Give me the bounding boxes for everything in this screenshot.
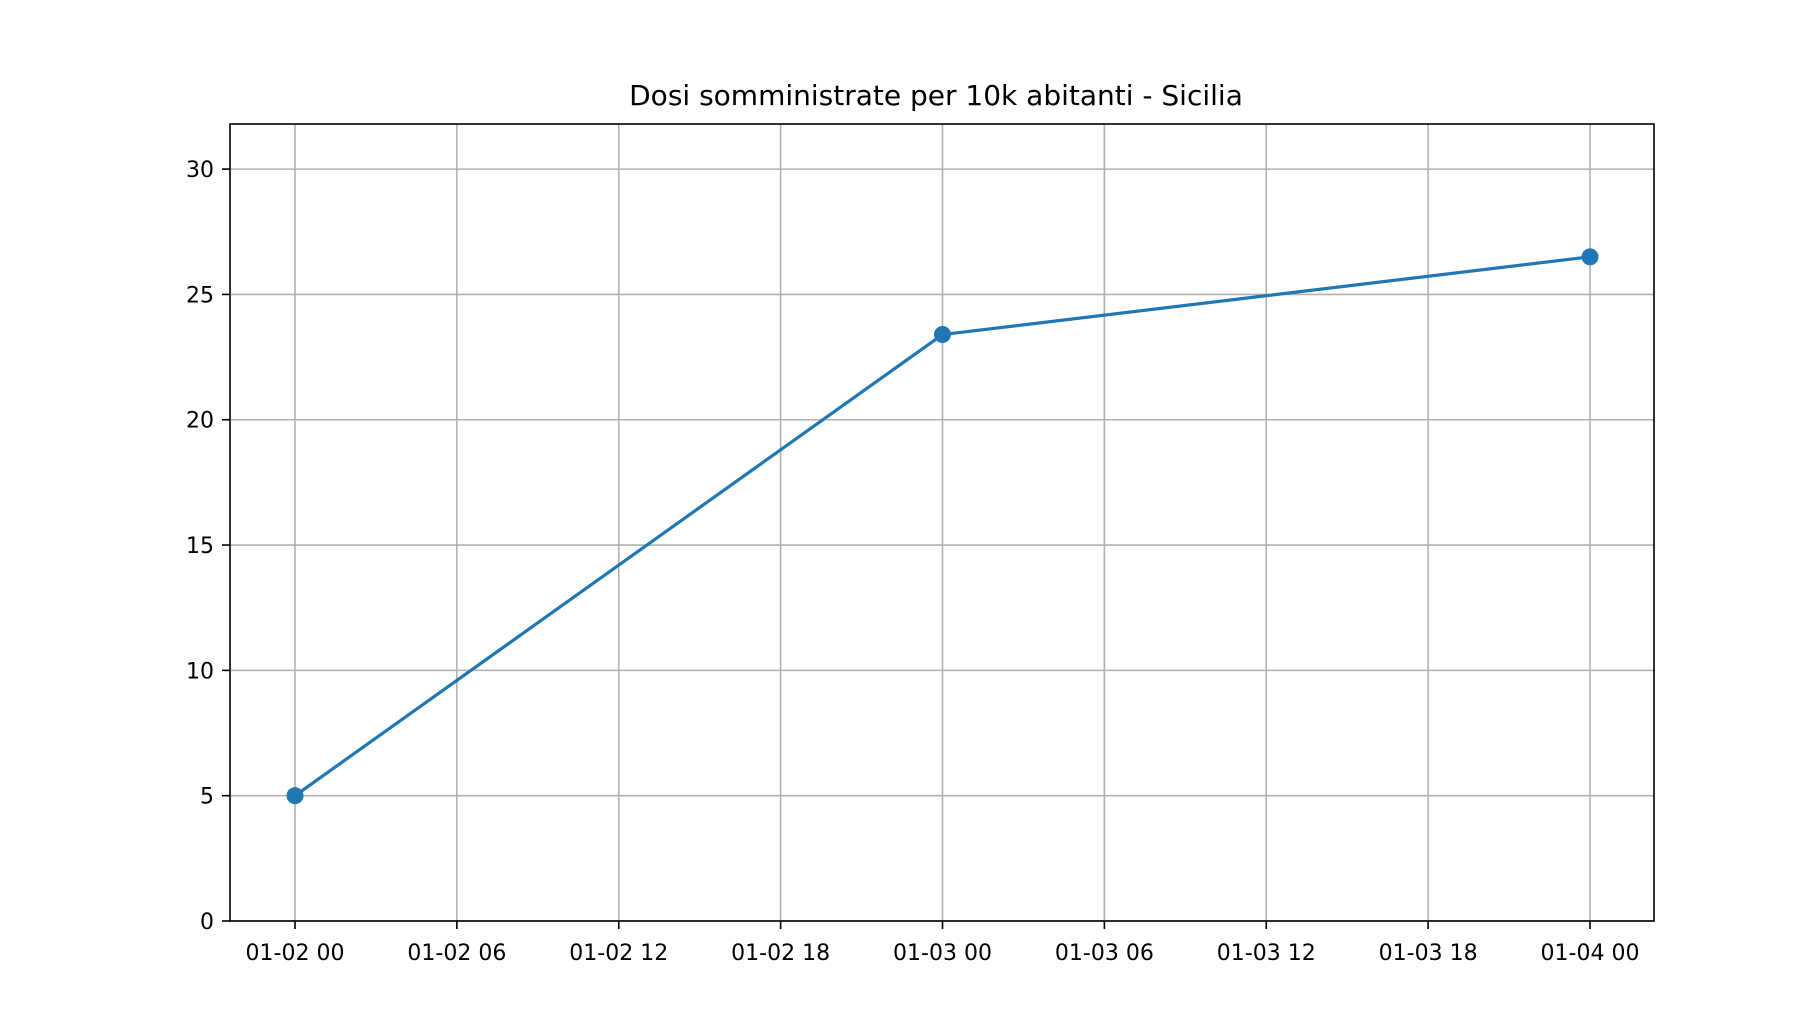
x-tick-label: 01-02 00 [246, 941, 345, 966]
chart-title: Dosi somministrate per 10k abitanti - Si… [629, 79, 1243, 112]
x-tick-label: 01-03 18 [1379, 941, 1478, 966]
data-point [286, 787, 304, 805]
y-axis: 0 5 10 15 20 25 30 [186, 158, 230, 935]
y-tick-label: 0 [200, 910, 214, 935]
y-tick-label: 5 [200, 785, 214, 810]
x-tick-label: 01-02 12 [569, 941, 668, 966]
x-tick-label: 01-02 18 [731, 941, 830, 966]
y-tick-label: 15 [186, 534, 214, 559]
y-tick-label: 25 [186, 283, 214, 308]
data-point [934, 326, 951, 344]
x-axis: 01-02 00 01-02 06 01-02 12 01-02 18 01-03 00… [246, 921, 1640, 966]
y-tick-label: 10 [186, 659, 214, 684]
x-tick-label: 01-03 06 [1055, 941, 1154, 966]
x-tick-label: 01-03 00 [893, 941, 992, 966]
x-tick-label: 01-02 06 [407, 941, 506, 966]
x-tick-label: 01-04 00 [1541, 941, 1640, 966]
data-point [1581, 248, 1599, 266]
data-series [286, 248, 1599, 805]
y-tick-label: 30 [186, 158, 214, 183]
x-tick-label: 01-03 12 [1217, 941, 1316, 966]
y-tick-label: 20 [186, 409, 214, 434]
